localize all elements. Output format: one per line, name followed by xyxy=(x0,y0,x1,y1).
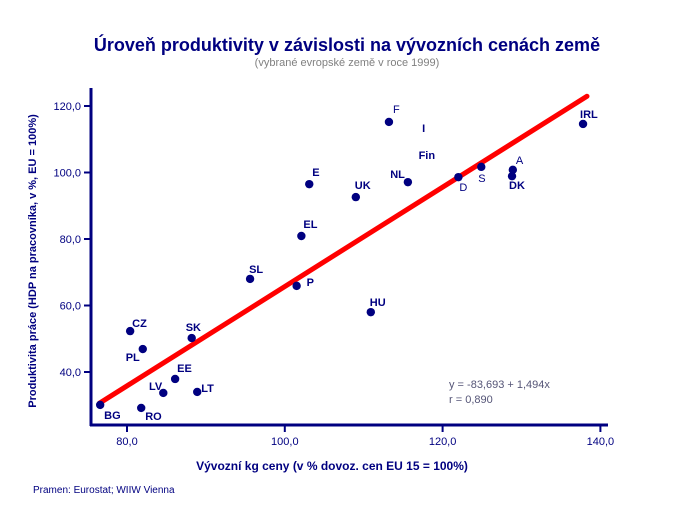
x-tick-label: 100,0 xyxy=(271,436,299,448)
point-label: HU xyxy=(370,297,386,309)
data-point-hu xyxy=(366,307,376,317)
point-label: PL xyxy=(126,352,140,364)
data-point-ee xyxy=(170,374,180,384)
correlation-coefficient: r = 0,890 xyxy=(449,394,493,406)
data-point-p xyxy=(292,281,301,291)
point-label: D xyxy=(459,182,467,194)
x-tick-label: 140,0 xyxy=(587,436,615,448)
x-tick-label: 120,0 xyxy=(429,436,457,448)
data-point-dk xyxy=(507,171,517,181)
data-point-el xyxy=(297,231,306,241)
data-point-lt xyxy=(193,387,202,397)
x-axis-label: Vývozní kg ceny (v % dovoz. cen EU 15 = … xyxy=(196,459,468,473)
data-point-e xyxy=(305,179,314,189)
data-point-f xyxy=(384,117,394,127)
source-note: Pramen: Eurostat; WIIW Vienna xyxy=(33,485,175,496)
data-point-d xyxy=(454,172,463,182)
point-label: IRL xyxy=(580,109,598,121)
data-point-pl xyxy=(138,344,147,354)
point-label: SK xyxy=(186,322,201,334)
point-label: LV xyxy=(149,381,163,393)
point-label: E xyxy=(312,167,319,179)
point-label: DK xyxy=(509,180,525,192)
data-point-s xyxy=(477,162,486,172)
y-axis-label: Produktivita práce (HDP na pracovníka, v… xyxy=(27,114,39,408)
data-point-sk xyxy=(187,333,196,343)
y-tick-label: 60,0 xyxy=(60,301,81,313)
point-label: A xyxy=(516,155,524,167)
x-tick-label: 80,0 xyxy=(116,436,137,448)
y-tick-label: 40,0 xyxy=(60,367,81,379)
point-label: RO xyxy=(145,411,162,423)
data-point-sl xyxy=(245,274,255,284)
point-label: CZ xyxy=(132,318,147,330)
regression-equation: y = -83,693 + 1,494x xyxy=(449,379,550,391)
data-point-lv xyxy=(159,388,168,398)
chart-subtitle: (vybrané evropské země v roce 1999) xyxy=(255,57,440,69)
chart-title: Úroveň produktivity v závislosti na vývo… xyxy=(94,34,600,55)
point-label: EE xyxy=(177,363,192,375)
data-point-irl xyxy=(578,119,588,129)
point-label: F xyxy=(393,104,400,116)
point-label: UK xyxy=(355,180,371,192)
data-point-a xyxy=(508,165,518,175)
point-label-unmarked: Fin xyxy=(419,150,436,162)
point-label: LT xyxy=(201,383,214,395)
point-label: P xyxy=(307,277,314,289)
trend-line xyxy=(96,93,590,406)
point-label: EL xyxy=(303,219,317,231)
data-point-ro xyxy=(137,403,146,413)
data-point-cz xyxy=(125,326,135,336)
point-label-unmarked: I xyxy=(422,123,425,135)
y-tick-label: 80,0 xyxy=(60,234,81,246)
point-label: SL xyxy=(249,264,263,276)
point-label: NL xyxy=(390,169,405,181)
point-label: S xyxy=(478,173,485,185)
y-tick-label: 120,0 xyxy=(53,101,81,113)
data-point-bg xyxy=(95,400,105,410)
y-tick-label: 100,0 xyxy=(53,168,81,180)
point-label: BG xyxy=(104,410,121,422)
data-point-uk xyxy=(351,192,361,202)
data-point-nl xyxy=(403,177,413,187)
